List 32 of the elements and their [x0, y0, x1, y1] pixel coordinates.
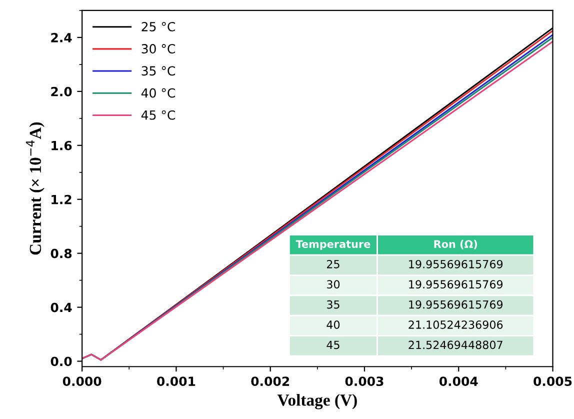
y-tick-label: 0.0	[50, 356, 72, 366]
annotation: 21.10524236906	[408, 320, 503, 329]
legend-label: 25 °C	[142, 22, 176, 32]
legend-label: 40 °C	[141, 88, 176, 98]
annotation: 35	[327, 300, 340, 309]
legend-label: 30 °C	[142, 44, 176, 54]
y-tick-label: 1.2	[52, 194, 72, 204]
annotation: 30	[327, 280, 340, 289]
y-axis-title: Current (× 10$^{−4}$A)	[26, 122, 44, 255]
legend-label: 35 °C	[142, 66, 176, 76]
x-tick-label: 0.001	[157, 376, 196, 386]
y-tick-label: 0.8	[50, 248, 72, 258]
x-tick-label: 0.002	[251, 376, 290, 386]
annotation: Ron (Ω)	[434, 240, 478, 250]
legend-label: 45 °C	[141, 110, 176, 120]
y-tick-label: 2.4	[51, 32, 72, 42]
y-tick-label: 2.0	[51, 86, 72, 96]
annotation: 21.52469448807	[408, 340, 502, 350]
annotation: 25	[326, 260, 340, 268]
x-tick-label: 0.000	[62, 376, 102, 386]
annotation: 19.95569615769	[409, 280, 503, 289]
x-tick-label: 0.004	[439, 376, 478, 386]
annotation: 40	[326, 320, 340, 329]
annotation: Temperature	[296, 240, 370, 250]
annotation: 19.95569615769	[409, 260, 503, 268]
annotation: 45	[326, 340, 340, 350]
x-tick-label: 0.003	[345, 376, 384, 386]
x-tick-label: 0.005	[534, 376, 572, 386]
annotation: 19.95569615769	[409, 300, 503, 309]
x-axis-title: Voltage (V)	[277, 394, 357, 410]
y-tick-label: 0.4	[50, 302, 72, 312]
y-tick-label: 1.6	[52, 140, 72, 150]
